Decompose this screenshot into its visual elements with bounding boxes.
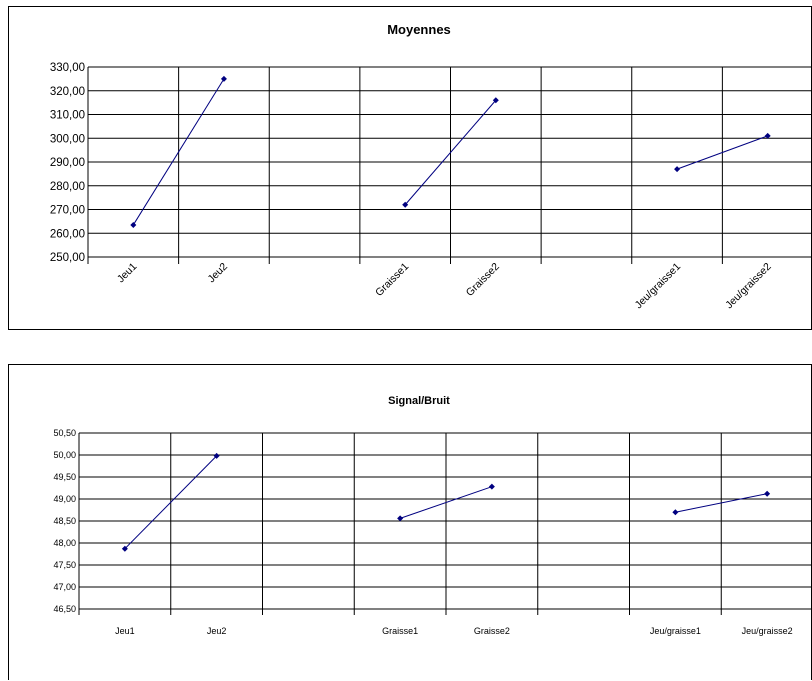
- y-tick-label: 47,00: [53, 582, 76, 592]
- chart-moyennes: Moyennes 250,00 260,00 270,00 280,00 290,00 30…: [8, 6, 812, 330]
- y-tick-label: 48,50: [53, 516, 76, 526]
- y-tick-label: 49,00: [53, 494, 76, 504]
- chart-moyennes-svg: Moyennes 250,00 260,00 270,00 280,00 290,00 30…: [50, 22, 812, 312]
- data-point-marker: [121, 545, 128, 552]
- data-point-marker: [672, 509, 679, 516]
- x-category-label: Jeu1: [115, 261, 140, 286]
- x-category-label: Graisse2: [464, 261, 502, 299]
- y-tick-label: 280,00: [50, 181, 85, 193]
- data-point-marker: [674, 166, 681, 173]
- y-tick-label: 290,00: [50, 157, 85, 169]
- data-point-marker: [130, 221, 137, 228]
- y-tick-label: 50,00: [53, 450, 76, 460]
- y-tick-label: 48,00: [53, 538, 76, 548]
- y-tick-label: 260,00: [50, 228, 85, 240]
- x-category-label: Jeu/graisse2: [742, 626, 793, 636]
- series-line: [124, 455, 217, 550]
- series-line: [676, 135, 768, 170]
- chart-title: Signal/Bruit: [388, 395, 450, 407]
- data-point-marker: [488, 483, 495, 490]
- data-point-marker: [402, 201, 409, 208]
- x-category-label: Graisse1: [373, 261, 411, 299]
- series-line: [404, 99, 497, 206]
- data-point-marker: [764, 490, 771, 497]
- x-category-label: Jeu/graisse2: [723, 261, 774, 312]
- y-tick-label: 330,00: [50, 62, 85, 74]
- x-category-label: Jeu2: [207, 626, 227, 636]
- data-point-marker: [220, 75, 227, 82]
- x-category-label: Jeu1: [115, 626, 135, 636]
- x-category-label: Graisse2: [474, 626, 510, 636]
- data-point-marker: [492, 97, 499, 104]
- y-tick-label: 310,00: [50, 110, 85, 122]
- y-tick-label: 300,00: [50, 133, 85, 145]
- y-tick-label: 49,50: [53, 472, 76, 482]
- chart-signal-bruit-svg: Signal/Bruit 46,50 47,00 47,50 48,00 48,50 49,…: [53, 395, 812, 636]
- series-line: [132, 78, 225, 226]
- chart-title: Moyennes: [387, 22, 451, 37]
- x-category-label: Graisse1: [382, 626, 418, 636]
- series-line: [675, 493, 768, 513]
- chart-signal-bruit: Signal/Bruit 46,50 47,00 47,50 48,00 48,50 49,…: [8, 364, 812, 680]
- y-tick-label: 47,50: [53, 560, 76, 570]
- data-point-marker: [213, 452, 220, 459]
- data-point-marker: [397, 515, 404, 522]
- y-tick-label: 50,50: [53, 428, 76, 438]
- x-category-label: Jeu2: [205, 261, 230, 286]
- data-point-marker: [764, 132, 771, 139]
- y-tick-label: 46,50: [53, 604, 76, 614]
- y-tick-label: 320,00: [50, 86, 85, 98]
- x-category-label: Jeu/graisse1: [650, 626, 701, 636]
- x-category-label: Jeu/graisse1: [633, 261, 684, 312]
- y-tick-label: 270,00: [50, 205, 85, 217]
- series-line: [399, 486, 493, 519]
- y-tick-label: 250,00: [50, 252, 85, 264]
